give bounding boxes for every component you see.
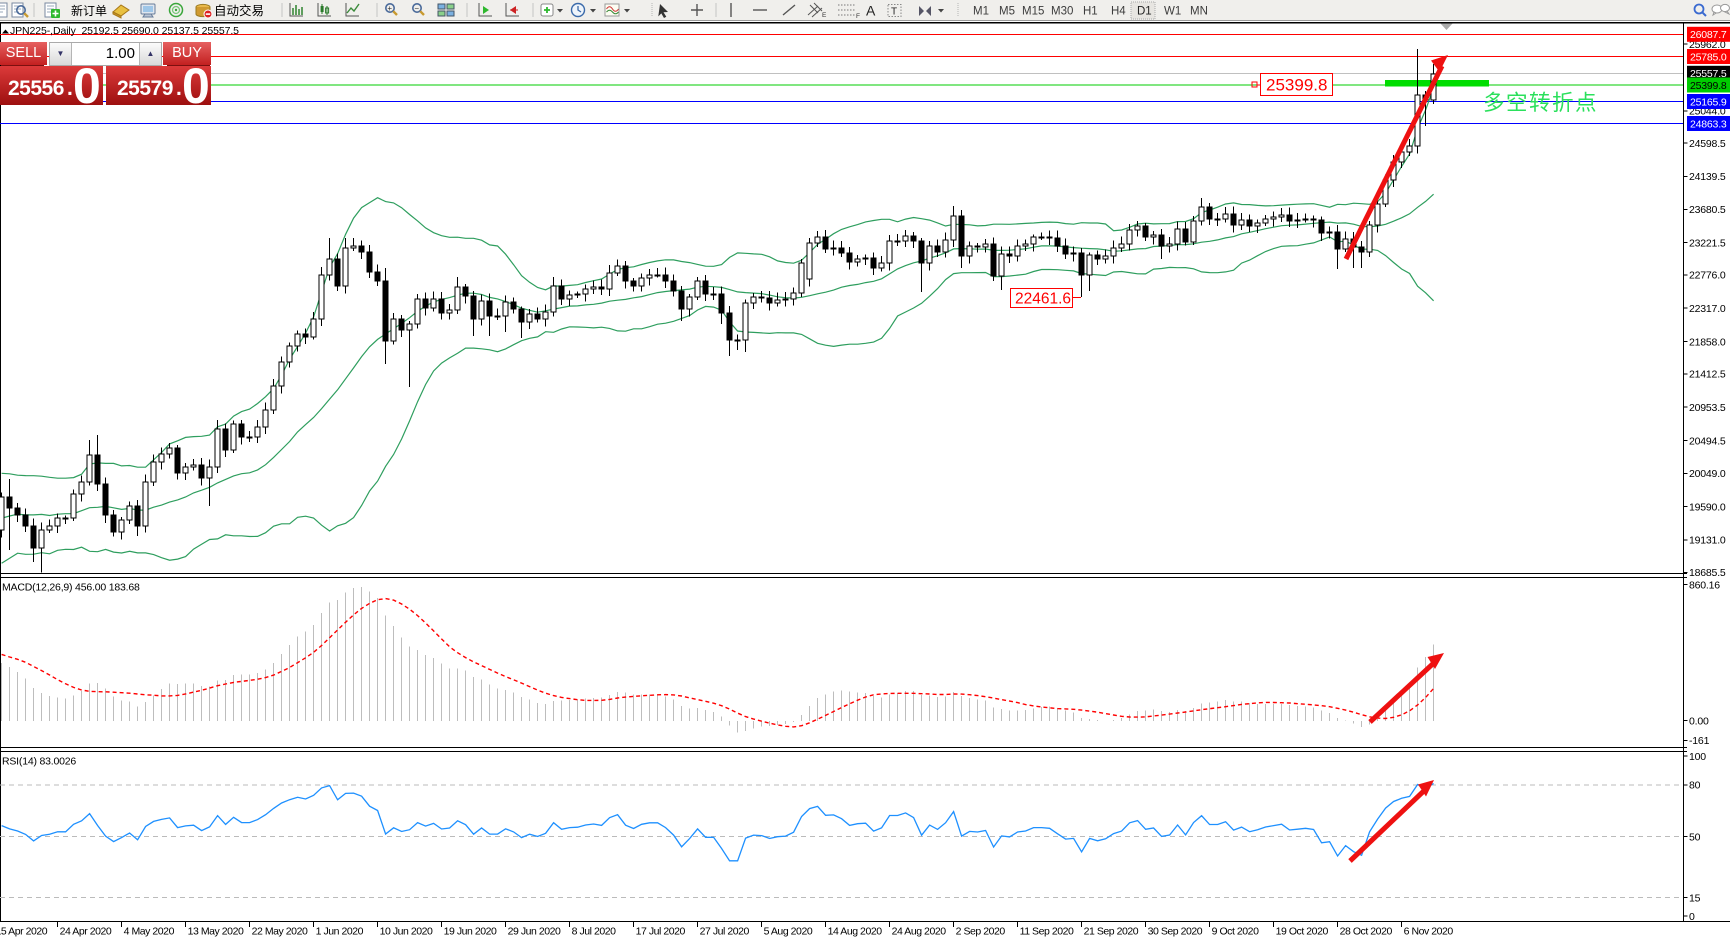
svg-text:新订单: 新订单 [71,3,107,18]
svg-text:6 Nov 2020: 6 Nov 2020 [1404,926,1454,938]
svg-text:-161: -161 [1689,735,1710,747]
svg-text:27 Jul 2020: 27 Jul 2020 [700,926,750,938]
svg-text:20953.5: 20953.5 [1689,402,1726,414]
svg-text:E: E [822,12,827,19]
svg-text:14 Aug 2020: 14 Aug 2020 [828,926,883,938]
svg-text:21412.5: 21412.5 [1689,369,1726,381]
svg-text:24139.5: 24139.5 [1689,171,1726,183]
svg-text:H4: H4 [1111,6,1126,18]
svg-text:M1: M1 [973,6,989,18]
svg-text:M30: M30 [1051,6,1073,18]
svg-text:25962.0: 25962.0 [1689,39,1726,51]
svg-text:A: A [866,3,876,19]
svg-text:8 Jul 2020: 8 Jul 2020 [572,926,617,938]
svg-text:19 Jun 2020: 19 Jun 2020 [444,926,497,938]
svg-text:22776.0: 22776.0 [1689,270,1726,282]
svg-text:17 Jul 2020: 17 Jul 2020 [636,926,686,938]
svg-text:10 Jun 2020: 10 Jun 2020 [380,926,433,938]
svg-text:15: 15 [1689,892,1701,904]
svg-text:28 Oct 2020: 28 Oct 2020 [1340,926,1393,938]
svg-text:25785.0: 25785.0 [1690,51,1727,63]
svg-text:T: T [891,7,897,18]
svg-text:1 Jun 2020: 1 Jun 2020 [316,926,364,938]
svg-text:18685.5: 18685.5 [1689,567,1726,579]
svg-text:F: F [856,13,860,20]
svg-text:22 May 2020: 22 May 2020 [252,926,308,938]
svg-text:2 Sep 2020: 2 Sep 2020 [956,926,1006,938]
svg-text:JPN225-,Daily 25192.5 25690.0: JPN225-,Daily 25192.5 25690.0 25137.5 25… [10,25,239,37]
svg-text:11 Sep 2020: 11 Sep 2020 [1020,926,1074,938]
svg-text:25399.8: 25399.8 [1266,76,1327,95]
svg-text:9 Oct 2020: 9 Oct 2020 [1212,926,1259,938]
svg-text:15 Apr 2020: 15 Apr 2020 [0,926,48,938]
svg-text:MN: MN [1190,6,1208,18]
svg-text:100: 100 [1689,751,1706,763]
svg-text:19131.0: 19131.0 [1689,535,1726,547]
svg-text:W1: W1 [1164,6,1181,18]
svg-text:H1: H1 [1083,6,1098,18]
svg-text:0: 0 [1689,911,1695,923]
svg-text:5 Aug 2020: 5 Aug 2020 [764,926,813,938]
svg-text:24 Aug 2020: 24 Aug 2020 [892,926,947,938]
svg-text:24598.5: 24598.5 [1689,138,1726,150]
svg-text:25399.8: 25399.8 [1690,80,1727,92]
svg-text:25165.9: 25165.9 [1690,96,1727,108]
svg-text:20049.0: 20049.0 [1689,468,1726,480]
svg-text:M5: M5 [999,6,1015,18]
svg-text:26087.7: 26087.7 [1690,29,1727,41]
svg-text:22461.6: 22461.6 [1015,291,1071,308]
svg-text:+: + [387,4,392,13]
svg-text:自动交易: 自动交易 [214,3,264,18]
svg-text:24863.3: 24863.3 [1690,118,1727,130]
svg-text:80: 80 [1689,780,1701,792]
svg-text:860.16: 860.16 [1689,579,1720,591]
svg-text:RSI(14) 83.0026: RSI(14) 83.0026 [2,756,76,768]
svg-text:19 Oct 2020: 19 Oct 2020 [1276,926,1329,938]
svg-text:13 May 2020: 13 May 2020 [188,926,244,938]
svg-text:29 Jun 2020: 29 Jun 2020 [508,926,561,938]
svg-text:D1: D1 [1137,6,1152,18]
svg-text:23221.5: 23221.5 [1689,237,1726,249]
svg-text:24 Apr 2020: 24 Apr 2020 [60,926,112,938]
svg-text:0.00: 0.00 [1689,715,1709,727]
svg-text:22317.0: 22317.0 [1689,303,1726,315]
svg-text:20494.5: 20494.5 [1689,435,1726,447]
svg-text:23680.5: 23680.5 [1689,204,1726,216]
svg-text:4 May 2020: 4 May 2020 [124,926,175,938]
svg-text:21858.0: 21858.0 [1689,336,1726,348]
svg-text:M15: M15 [1022,6,1044,18]
svg-text:19590.0: 19590.0 [1689,502,1726,514]
svg-text:−: − [414,4,419,13]
svg-text:50: 50 [1689,832,1701,844]
svg-text:多空转折点: 多空转折点 [1483,91,1598,115]
svg-text:30 Sep 2020: 30 Sep 2020 [1148,926,1203,938]
svg-text:MACD(12,26,9) 456.00 183.68: MACD(12,26,9) 456.00 183.68 [2,582,140,594]
svg-text:25557.5: 25557.5 [1690,68,1727,80]
svg-text:21 Sep 2020: 21 Sep 2020 [1084,926,1139,938]
